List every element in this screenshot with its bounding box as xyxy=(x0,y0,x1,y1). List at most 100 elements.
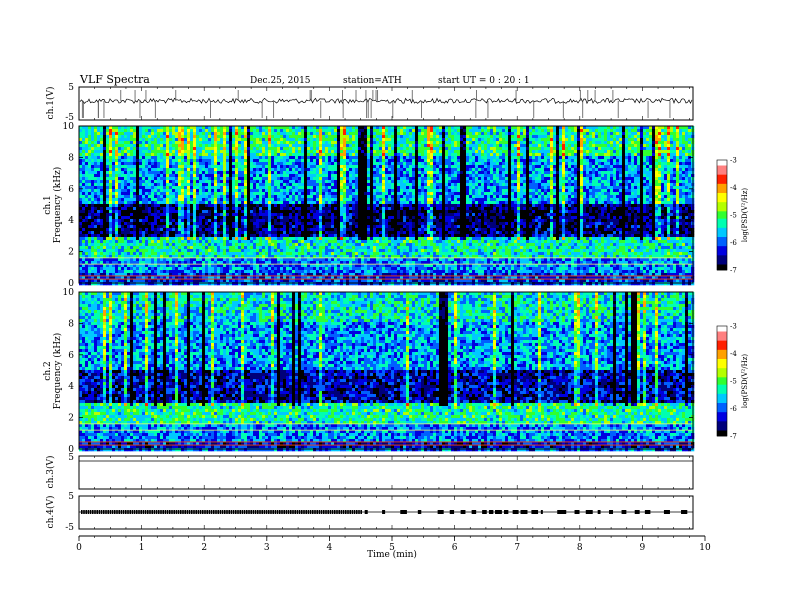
spectrogram-cell xyxy=(280,144,284,148)
spectrogram-cell xyxy=(217,159,221,163)
spectrogram-cell xyxy=(139,171,143,175)
spectrogram-cell xyxy=(307,129,311,133)
spectrogram-cell xyxy=(592,129,596,133)
spectrogram-cell xyxy=(316,138,320,142)
spectrogram-cell xyxy=(343,186,347,190)
spectrogram-cell xyxy=(487,150,491,154)
spectrogram-cell xyxy=(622,171,626,175)
spectrogram-cell xyxy=(541,177,545,181)
spectrogram-cell xyxy=(643,180,647,184)
spectrogram-cell xyxy=(631,171,635,175)
spectrogram-cell xyxy=(217,183,221,187)
spectrogram-cell xyxy=(673,156,677,160)
spectrogram-cell xyxy=(133,129,137,133)
spectrogram-cell xyxy=(91,132,95,136)
spectrogram-cell xyxy=(595,147,599,151)
spectrogram-cell xyxy=(403,132,407,136)
spectrogram-cell xyxy=(262,144,266,148)
spectrogram-cell xyxy=(565,177,569,181)
spectrogram-cell xyxy=(334,171,338,175)
spectrogram-cell xyxy=(316,195,320,199)
spectrogram-cell xyxy=(586,171,590,175)
spectrogram-cell xyxy=(271,162,275,166)
spectrogram-cell xyxy=(268,174,272,178)
spectrogram-cell xyxy=(160,192,164,196)
spectrogram-cell xyxy=(352,165,356,169)
spectrogram-cell xyxy=(352,153,356,157)
spectrogram-cell xyxy=(655,129,659,133)
spectrogram-cell xyxy=(466,129,470,133)
spectrogram-cell xyxy=(163,177,167,181)
spectrogram-cell xyxy=(181,165,185,169)
spectrogram-cell xyxy=(430,132,434,136)
spectrogram-cell xyxy=(190,147,194,151)
spectrogram-cell xyxy=(259,174,263,178)
spectrogram-cell xyxy=(112,135,116,139)
spectrogram-cell xyxy=(166,144,170,148)
spectrogram-cell xyxy=(526,165,530,169)
spectrogram-cell xyxy=(187,150,191,154)
spectrogram-cell xyxy=(127,195,131,199)
spectrogram-cell xyxy=(115,159,119,163)
spectrogram-cell xyxy=(634,129,638,133)
spectrogram-cell xyxy=(616,141,620,145)
spectrogram-cell xyxy=(517,183,521,187)
spectrogram-cell xyxy=(100,156,104,160)
spectrogram-cell xyxy=(400,132,404,136)
spectrogram-cell xyxy=(538,156,542,160)
spectrogram-cell xyxy=(178,135,182,139)
spectrogram-cell xyxy=(271,189,275,193)
spectrogram-cell xyxy=(301,180,305,184)
spectrogram-cell xyxy=(475,144,479,148)
spectrogram-cell xyxy=(169,156,173,160)
spectrogram-cell xyxy=(469,195,473,199)
spectrogram-cell xyxy=(346,138,350,142)
spectrogram-cell xyxy=(679,156,683,160)
spectrogram-cell xyxy=(283,183,287,187)
spectrogram-cell xyxy=(655,132,659,136)
spectrogram-cell xyxy=(349,171,353,175)
spectrogram-cell xyxy=(382,159,386,163)
spectrogram-cell xyxy=(247,180,251,184)
spectrogram-cell xyxy=(550,138,554,142)
spectrogram-cell xyxy=(127,126,131,130)
spectrogram-cell xyxy=(109,138,113,142)
spectrogram-cell xyxy=(607,189,611,193)
spectrogram-cell xyxy=(271,174,275,178)
spectrogram-cell xyxy=(322,129,326,133)
spectrogram-cell xyxy=(262,168,266,172)
spectrogram-cell xyxy=(262,195,266,199)
spectrogram-cell xyxy=(238,141,242,145)
spectrogram-cell xyxy=(259,141,263,145)
spectrogram-cell xyxy=(274,159,278,163)
spectrogram-cell xyxy=(328,150,332,154)
spectrogram-cell xyxy=(481,189,485,193)
spectrogram-cell xyxy=(490,156,494,160)
spectrogram-cell xyxy=(460,183,464,187)
spectrogram-cell xyxy=(634,153,638,157)
spectrogram-cell xyxy=(640,189,644,193)
spectrogram-cell xyxy=(133,174,137,178)
spectrogram-cell xyxy=(229,186,233,190)
spectrogram-cell xyxy=(514,180,518,184)
spectrogram-cell xyxy=(478,162,482,166)
spectrogram-cell xyxy=(550,156,554,160)
spectrogram-cell xyxy=(568,126,572,130)
spectrogram-cell xyxy=(400,126,404,130)
spectrogram-cell xyxy=(241,183,245,187)
spectrogram-cell xyxy=(316,174,320,178)
spectrogram-cell xyxy=(583,186,587,190)
spectrogram-cell xyxy=(559,180,563,184)
spectrogram-cell xyxy=(124,150,128,154)
spectrogram-cell xyxy=(640,126,644,130)
spectrogram-cell xyxy=(139,126,143,130)
spectrogram-cell xyxy=(211,171,215,175)
spectrogram-cell xyxy=(88,138,92,142)
spectrogram-cell xyxy=(433,153,437,157)
spectrogram-cell xyxy=(472,129,476,133)
spectrogram-cell xyxy=(199,168,203,172)
spectrogram-cell xyxy=(472,126,476,130)
spectrogram-cell xyxy=(196,177,200,181)
spectrogram-cell xyxy=(220,147,224,151)
spectrogram-cell xyxy=(451,180,455,184)
